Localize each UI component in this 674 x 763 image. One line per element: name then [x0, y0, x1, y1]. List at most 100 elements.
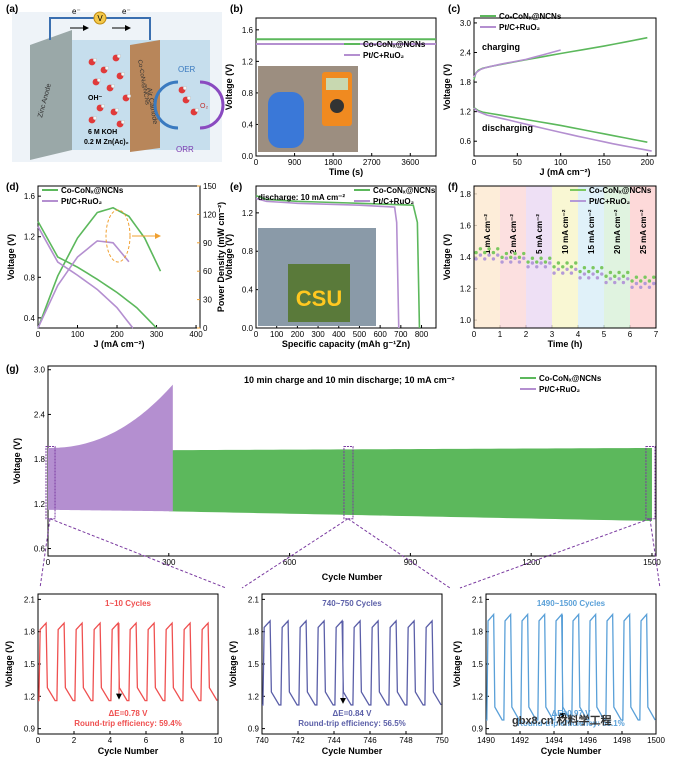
air-cathode-plate — [130, 40, 160, 152]
f-data-point — [565, 261, 569, 265]
g-zoom-connector — [39, 518, 51, 589]
g3-voltage-trace — [486, 612, 656, 721]
panel-a-schematic: V e⁻ e⁻ Zinc Anode Air Cathode Co-CoNₓ@N… — [12, 7, 225, 162]
panel-e-photo: CSU — [258, 228, 376, 326]
g2-y-tick-label: 1.2 — [248, 692, 260, 701]
f-y-tick-label: 1.4 — [460, 253, 472, 262]
d-power-curve-1 — [37, 240, 130, 329]
g3-delta-label: ΔE=0.97 V — [552, 709, 592, 718]
f-data-point — [552, 271, 556, 275]
oh-label: OH⁻ — [88, 95, 103, 102]
f-data-point — [569, 265, 574, 269]
d-x-axis-label: J (mA cm⁻²) — [94, 339, 145, 349]
b-x-tick-label: 3600 — [401, 158, 419, 167]
g-y-tick-label: 2.4 — [34, 410, 46, 419]
g2-y-axis-label: Voltage (V) — [228, 641, 238, 687]
f-data-point — [652, 281, 656, 286]
f-data-point — [595, 276, 600, 280]
g3-y-tick-label: 1.2 — [472, 692, 484, 701]
f-data-point — [543, 260, 548, 264]
c-y-tick-label: 1.8 — [460, 78, 472, 87]
g1-y-tick-label: 2.1 — [24, 595, 36, 604]
e-x-tick-label: 700 — [394, 330, 408, 339]
chart-b-time-voltage: 0 900 1800 2700 3600 0.0 0.4 0.8 1.2 1.6 Time (s) V… — [224, 17, 437, 177]
d-power-curve-0 — [37, 206, 162, 329]
g-y-tick-label: 1.2 — [34, 500, 46, 509]
c-discharge-curve-0 — [473, 107, 648, 143]
g1-x-tick-label: 0 — [36, 736, 41, 745]
e-x-tick-label: 300 — [311, 330, 325, 339]
f-segment-label: 5 mA cm⁻² — [535, 214, 544, 254]
f-segment-band — [552, 186, 578, 328]
chart-e-specific-capacity: 0 100 200 300 400 500 600 700 800 0.0 0.4 0.8 1.2 Spe… — [224, 185, 437, 349]
chart-g-zoom-2: 740 742 744 746 748 750 0.9 1.2 1.5 1.8 2.1 Cycle N… — [228, 593, 449, 756]
f-data-point — [474, 250, 478, 255]
g-zoom-connector — [241, 518, 349, 589]
f-data-point — [478, 253, 483, 257]
panel-g-label: (g) — [6, 364, 19, 375]
f-data-point — [522, 256, 526, 260]
f-data-point — [517, 255, 522, 260]
zinc-anode-plate — [30, 30, 72, 160]
panel-a-label: (a) — [6, 4, 18, 15]
f-data-point — [504, 256, 509, 260]
legend-entry: Co-CoNₓ@NCNs — [373, 186, 436, 195]
g2-voltage-trace — [262, 619, 442, 706]
g-x-tick-label: 0 — [46, 558, 51, 567]
f-data-point — [535, 265, 539, 269]
oer-label: OER — [178, 65, 196, 74]
f-data-point — [496, 247, 500, 251]
g-zoom-connector — [347, 518, 451, 589]
f-data-point — [617, 270, 621, 275]
g-y-tick-label: 3.0 — [34, 366, 46, 375]
f-data-point — [595, 269, 600, 274]
f-data-point — [600, 266, 604, 270]
led-board — [288, 264, 350, 322]
f-data-point — [574, 267, 578, 272]
f-segment-label: 1 mA cm⁻² — [483, 214, 492, 254]
e-y-tick-label: 0.4 — [242, 286, 254, 295]
chart-c-polarization: 0 50 100 150 200 0.6 1.2 1.8 2.4 3.0 J (mA cm⁻²) Vo… — [442, 12, 657, 177]
f-data-point — [509, 260, 513, 264]
c-x-tick-label: 150 — [597, 158, 611, 167]
g3-y-tick-label: 1.8 — [472, 628, 484, 637]
f-segment-band — [578, 186, 604, 328]
d-y2-tick-label: 120 — [203, 210, 217, 219]
f-x-tick-label: 5 — [602, 330, 607, 339]
f-segment-label: 20 mA cm⁻² — [613, 209, 622, 254]
c-y-tick-label: 1.2 — [460, 108, 472, 117]
g2-delta-label: ΔE=0.84 V — [333, 709, 373, 718]
c-y-tick-label: 3.0 — [460, 19, 472, 28]
g-purple-band — [48, 384, 173, 512]
o2-label: O₂ — [200, 103, 208, 110]
legend-entry: Pt/C+RuO₂ — [363, 51, 405, 60]
d-x-tick-label: 100 — [71, 330, 85, 339]
voltmeter-icon — [93, 11, 107, 25]
f-plot-frame-top — [473, 185, 657, 329]
f-data-point — [574, 261, 578, 265]
g-x-tick-label: 1500 — [643, 558, 661, 567]
b-x-axis-label: Time (s) — [329, 167, 363, 177]
legend-entry: Pt/C+RuO₂ — [61, 197, 103, 206]
e-x-tick-label: 800 — [415, 330, 429, 339]
g2-x-axis-label: Cycle Number — [322, 746, 383, 756]
f-data-point — [561, 265, 565, 269]
e-plot-frame — [255, 185, 437, 329]
c-x-tick-label: 200 — [641, 158, 655, 167]
g1-delta-label: ΔE=0.78 V — [109, 709, 149, 718]
f-data-point — [587, 269, 591, 274]
orr-label: ORR — [176, 145, 194, 154]
hydrogen-atom — [110, 83, 115, 88]
g-y-axis-label: Voltage (V) — [12, 438, 22, 484]
f-data-point — [643, 275, 647, 279]
f-data-point — [565, 267, 569, 272]
g-x-tick-label: 1200 — [522, 558, 540, 567]
f-x-tick-label: 6 — [628, 330, 633, 339]
d-highlight-ellipse — [105, 209, 131, 263]
g3-x-tick-label: 1496 — [579, 736, 597, 745]
f-segment-band — [630, 186, 656, 328]
b-y-tick-label: 0.0 — [242, 152, 254, 161]
e-series-line-0 — [255, 194, 421, 329]
g3-y-tick-label: 1.5 — [472, 660, 484, 669]
f-data-point — [517, 260, 522, 264]
